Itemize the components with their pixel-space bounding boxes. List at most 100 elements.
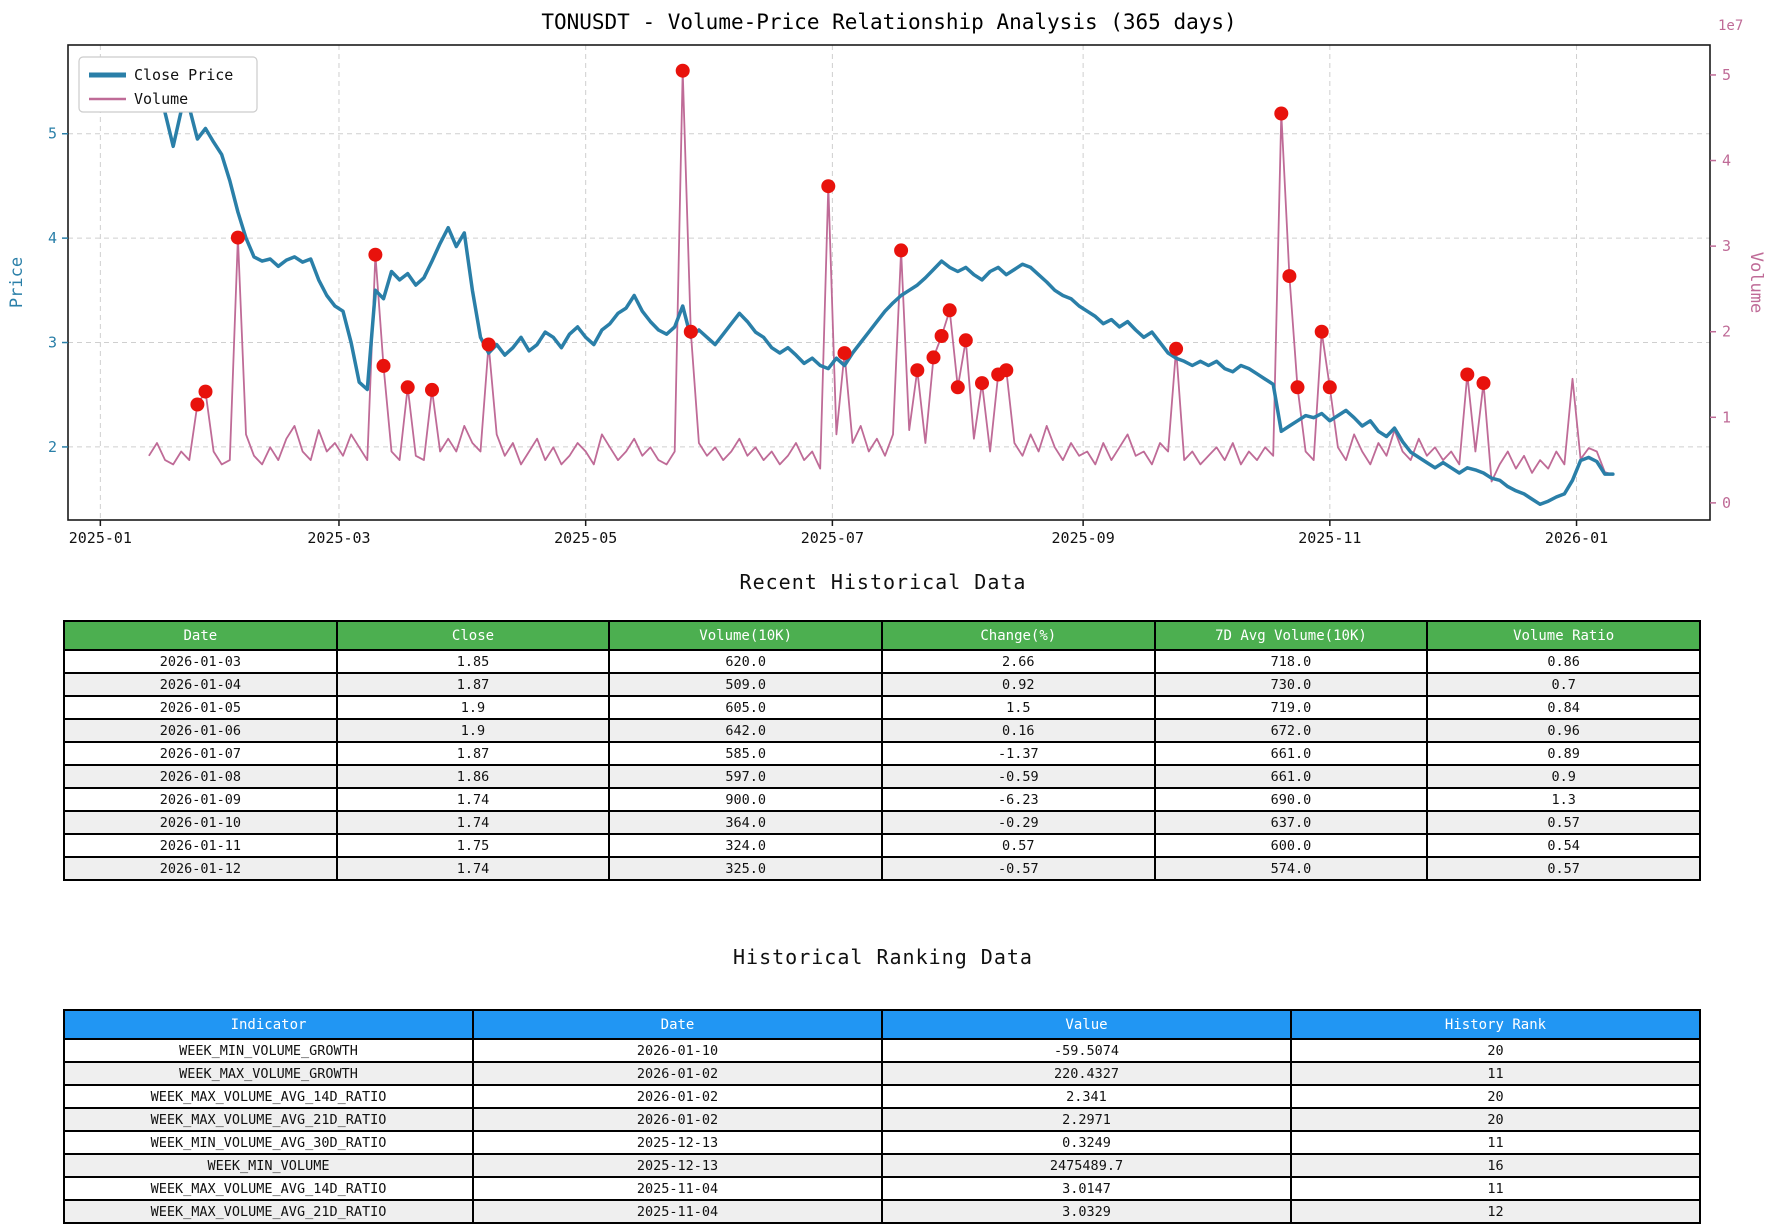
table-cell: 0.86 (1426, 649, 1701, 674)
table-cell: 2026-01-12 (63, 856, 338, 881)
table-row: 2026-01-07 1.87 585.0 -1.37 661.0 0.89 (63, 741, 1701, 766)
volume-tick-label: 3 (1722, 237, 1731, 255)
header-row: Indicator Date Value History Rank (63, 1009, 1701, 1040)
table-cell: 1.9 (335, 718, 611, 743)
table-cell: WEEK_MIN_VOLUME_GROWTH (63, 1038, 474, 1063)
table-cell: 2026-01-08 (63, 764, 338, 789)
price-tick-label: 3 (48, 334, 57, 352)
table-cell: 1.5 (880, 695, 1156, 720)
table-cell: 2.341 (881, 1084, 1292, 1109)
table-cell: 719.0 (1153, 695, 1429, 720)
table-cell: 0.57 (880, 833, 1156, 858)
table-row: 2026-01-04 1.87 509.0 0.92 730.0 0.7 (63, 672, 1701, 697)
volume-line (148, 69, 1614, 483)
table-cell: 2026-01-05 (63, 695, 338, 720)
chart-title: TONUSDT - Volume-Price Relationship Anal… (541, 10, 1236, 34)
volume-spike-marker (376, 358, 391, 373)
table-cell: 900.0 (608, 787, 883, 812)
table-cell: 20 (1290, 1038, 1701, 1063)
x-tick-label: 2025-09 (1052, 529, 1115, 547)
table-cell: 1.9 (335, 695, 611, 720)
table-cell: 2026-01-02 (472, 1061, 883, 1086)
volume-spike-marker (950, 380, 965, 395)
table-row: WEEK_MAX_VOLUME_AVG_14D_RATIO 2026-01-02 2… (63, 1084, 1701, 1109)
table-cell: 1.87 (335, 672, 611, 697)
table-cell: 2026-01-04 (63, 672, 338, 697)
volume-spike-marker (1282, 269, 1297, 284)
volume-tick-label: 4 (1722, 152, 1731, 170)
volume-spike-marker (999, 363, 1014, 378)
table-cell: 661.0 (1153, 764, 1429, 789)
table-cell: 1.74 (335, 856, 611, 881)
table-row: WEEK_MIN_VOLUME 2025-12-13 2475489.7 16 (63, 1153, 1701, 1178)
table-cell: 1.74 (335, 810, 611, 835)
table-cell: 0.57 (1426, 810, 1701, 835)
x-tick-label: 2025-01 (69, 529, 132, 547)
table-cell: 2026-01-02 (472, 1107, 883, 1132)
table-cell: 220.4327 (881, 1061, 1292, 1086)
table-cell: 597.0 (608, 764, 883, 789)
header-row: Date Close Volume(10K) Change(%) 7D Avg Volu… (63, 620, 1701, 651)
volume-spike-marker (958, 333, 973, 348)
table-cell: 0.54 (1426, 833, 1701, 858)
table-cell: 605.0 (608, 695, 883, 720)
x-tick-label: 2026-01 (1545, 529, 1608, 547)
volume-spike-marker (1322, 380, 1337, 395)
table-cell: 0.7 (1426, 672, 1701, 697)
x-tick-label: 2025-03 (307, 529, 370, 547)
volume-spike-marker (934, 329, 949, 343)
price-axis-label: Price (7, 257, 27, 308)
table-cell: 642.0 (608, 718, 883, 743)
x-tick-label: 2025-07 (801, 529, 864, 547)
volume-spike-marker (942, 303, 957, 318)
table-row: WEEK_MAX_VOLUME_AVG_21D_RATIO 2026-01-02 2… (63, 1107, 1701, 1132)
table-cell: 2025-12-13 (472, 1153, 883, 1178)
column-header: History Rank (1290, 1009, 1701, 1040)
volume-spike-marker (675, 63, 690, 78)
table-cell: -59.5074 (881, 1038, 1292, 1063)
close-price-line (147, 74, 1615, 507)
table-cell: 509.0 (608, 672, 883, 697)
table-cell: -0.59 (880, 764, 1156, 789)
table-row: 2026-01-11 1.75 324.0 0.57 600.0 0.54 (63, 833, 1701, 858)
column-header: Close (335, 620, 611, 651)
volume-spike-marker (894, 243, 909, 258)
column-header: Change(%) (880, 620, 1156, 651)
table-cell: 324.0 (608, 833, 883, 858)
table-cell: 0.84 (1426, 695, 1701, 720)
table-cell: 672.0 (1153, 718, 1429, 743)
volume-spike-marker (198, 384, 213, 399)
table-cell: -0.57 (880, 856, 1156, 881)
table-cell: 1.74 (335, 787, 611, 812)
volume-spike-marker (1169, 341, 1184, 356)
volume-spike-marker (837, 346, 852, 361)
volume-spike-marker (975, 376, 989, 391)
table-cell: 0.57 (1426, 856, 1701, 881)
table-cell: 0.96 (1426, 718, 1701, 743)
table-cell: 2026-01-11 (63, 833, 338, 858)
table-cell: 1.86 (335, 764, 611, 789)
table-cell: -0.29 (880, 810, 1156, 835)
column-header: Date (63, 620, 338, 651)
volume-spike-marker (230, 230, 245, 245)
table-cell: 574.0 (1153, 856, 1429, 881)
table-cell: 325.0 (608, 856, 883, 881)
legend-volume-label: Volume (134, 90, 188, 108)
table-row: 2026-01-03 1.85 620.0 2.66 718.0 0.86 (63, 649, 1701, 674)
table-cell: 12 (1290, 1199, 1701, 1224)
column-header: 7D Avg Volume(10K) (1153, 620, 1429, 651)
table-cell: 16 (1290, 1153, 1701, 1178)
volume-axis-label: Volume (1746, 252, 1766, 313)
volume-tick-label: 5 (1722, 66, 1731, 84)
table-row: WEEK_MAX_VOLUME_GROWTH 2026-01-02 220.4327… (63, 1061, 1701, 1086)
recent-table-body: 2026-01-03 1.85 620.0 2.66 718.0 0.86 2026-01-… (63, 649, 1701, 881)
column-header: Date (472, 1009, 883, 1040)
table-cell: 2025-12-13 (472, 1130, 883, 1155)
table-cell: 20 (1290, 1084, 1701, 1109)
historical-ranking-data-table: Indicator Date Value History Rank WEEK_MIN_… (63, 1009, 1701, 1224)
table-cell: WEEK_MIN_VOLUME (63, 1153, 474, 1178)
volume-spike-marker (1274, 106, 1289, 121)
table-cell: 11 (1290, 1176, 1701, 1201)
ranking-table-head: Indicator Date Value History Rank (63, 1009, 1701, 1040)
table-cell: 3.0147 (881, 1176, 1292, 1201)
